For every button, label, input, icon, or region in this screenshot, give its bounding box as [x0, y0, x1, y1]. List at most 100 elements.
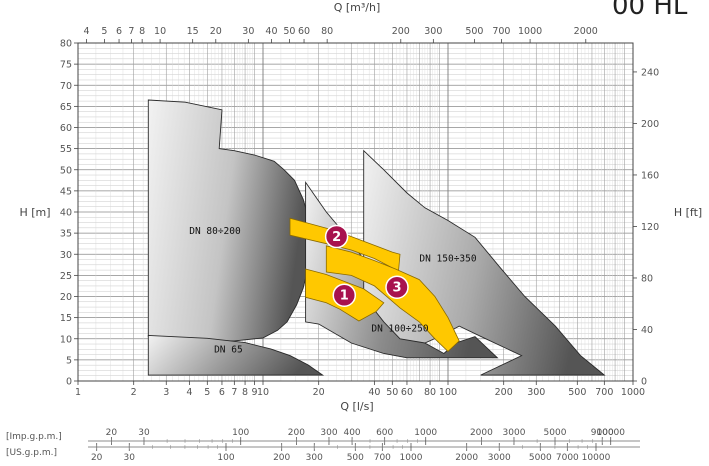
- badge-2: [324, 224, 349, 249]
- y-tick-label: 80: [60, 39, 72, 50]
- x-tick-label: 6: [219, 387, 225, 398]
- right-tick-label: 240: [641, 67, 659, 78]
- scale-tick-label: 300: [306, 453, 323, 463]
- scale-tick-label: 2000: [470, 428, 493, 438]
- top-tick-label: 5: [101, 26, 107, 37]
- badge-label-2: 2: [332, 230, 341, 245]
- x-tick-label: 700: [595, 387, 613, 398]
- badge-label-3: 3: [392, 281, 401, 296]
- y-tick-label: 30: [60, 250, 72, 261]
- top-tick-label: 40: [265, 26, 277, 37]
- scale-tick-label: 200: [273, 453, 290, 463]
- x-axis-title: Q [l/s]: [340, 400, 373, 413]
- top-tick-label: 50: [283, 26, 295, 37]
- flow-conversion-scales: [Imp.g.p.m.] 20 30 100 200 300 400 600 1000 2000 3…: [6, 428, 640, 463]
- y-tick-label: 45: [60, 186, 72, 197]
- top-tick-label: 8: [139, 26, 145, 37]
- band-badges: 2 1 3: [324, 224, 409, 307]
- y-tick-label: 65: [60, 102, 72, 113]
- y-tick-label: 40: [60, 208, 72, 219]
- scale-tick-label: 600: [376, 428, 393, 438]
- x-tick-label: 9: [252, 387, 258, 398]
- top-tick-label: 7: [128, 26, 134, 37]
- x-tick-label: 500: [568, 387, 586, 398]
- axes: 0510152025303540455055606570758004080120…: [60, 26, 659, 398]
- scale-tick-label: 3000: [488, 453, 511, 463]
- top-tick-label: 300: [424, 26, 442, 37]
- x-tick-label: 10: [257, 387, 269, 398]
- region-labels: DN 80÷200 DN 65 DN 100÷250 DN 150÷350: [189, 226, 477, 355]
- x-tick-label: 1000: [621, 387, 645, 398]
- top-tick-label: 1000: [518, 26, 542, 37]
- scale-tick-label: 100: [232, 428, 249, 438]
- region-label-1: DN 80÷200: [189, 226, 241, 237]
- top-axis-title: Q [m³/h]: [334, 1, 381, 14]
- x-tick-label: 20: [313, 387, 325, 398]
- x-tick-label: 1: [75, 387, 81, 398]
- top-tick-label: 200: [392, 26, 410, 37]
- x-tick-label: 4: [186, 387, 192, 398]
- scale-tick-label: 3000: [503, 428, 526, 438]
- scale-tick-label: 30: [138, 428, 150, 438]
- badge-1: [332, 283, 357, 307]
- right-tick-label: 200: [641, 119, 659, 130]
- right-tick-label: 160: [641, 170, 659, 181]
- scale-tick-label: 500: [347, 453, 364, 463]
- scale-tick-label: 100: [217, 453, 234, 463]
- region-label-3: DN 100÷250: [371, 324, 428, 335]
- badge-3: [385, 275, 409, 299]
- right-tick-label: 40: [641, 325, 653, 336]
- scale-tick-label: 10000: [596, 428, 625, 438]
- y-tick-label: 75: [60, 60, 72, 71]
- scale-name: [Imp.g.p.m.]: [6, 432, 62, 442]
- x-tick-label: 300: [527, 387, 545, 398]
- scale-name: [US.g.p.m.]: [6, 448, 57, 458]
- top-tick-label: 60: [298, 26, 310, 37]
- right-tick-label: 80: [641, 273, 653, 284]
- scale-tick-label: 10000: [582, 453, 611, 463]
- top-tick-label: 20: [210, 26, 222, 37]
- y-tick-label: 15: [60, 313, 72, 324]
- top-tick-label: 6: [116, 26, 122, 37]
- scale-tick-label: 30: [124, 453, 136, 463]
- badge-label-1: 1: [340, 289, 349, 304]
- x-tick-label: 40: [368, 387, 380, 398]
- scale-tick-label: 2000: [455, 453, 478, 463]
- right-tick-label: 120: [641, 222, 659, 233]
- top-tick-label: 2000: [574, 26, 598, 37]
- top-tick-label: 4: [83, 26, 89, 37]
- scale-tick-label: 5000: [544, 428, 567, 438]
- scale-tick-label: 9000: [591, 428, 614, 438]
- right-tick-label: 0: [641, 377, 647, 388]
- x-tick-label: 5: [204, 387, 210, 398]
- x-tick-label: 8: [242, 387, 248, 398]
- top-tick-label: 30: [242, 26, 254, 37]
- x-tick-label: 2: [131, 387, 137, 398]
- right-axis-title: H [ft]: [674, 206, 702, 219]
- top-tick-label: 10: [154, 26, 166, 37]
- corner-title-fragment: 00 HL: [612, 0, 688, 21]
- top-tick-label: 700: [492, 26, 510, 37]
- x-tick-label: 50: [386, 387, 398, 398]
- top-tick-label: 15: [187, 26, 199, 37]
- scale-tick-label: 400: [343, 428, 360, 438]
- scale-tick-label: 300: [320, 428, 337, 438]
- x-tick-label: 3: [163, 387, 169, 398]
- top-tick-label: 500: [465, 26, 483, 37]
- x-tick-label: 7: [231, 387, 237, 398]
- scale-tick-label: 700: [374, 453, 391, 463]
- region-label-2: DN 65: [214, 344, 243, 355]
- y-tick-label: 5: [66, 355, 72, 366]
- x-tick-label: 80: [424, 387, 436, 398]
- y-tick-label: 10: [60, 334, 72, 345]
- y-tick-label: 0: [66, 377, 72, 388]
- x-tick-label: 200: [495, 387, 513, 398]
- scale-tick-label: 20: [106, 428, 118, 438]
- y-tick-label: 60: [60, 123, 72, 134]
- y-tick-label: 70: [60, 81, 72, 92]
- x-tick-label: 60: [401, 387, 413, 398]
- y-tick-label: 35: [60, 229, 72, 240]
- scale-tick-label: 1000: [400, 453, 423, 463]
- y-tick-label: 55: [60, 144, 72, 155]
